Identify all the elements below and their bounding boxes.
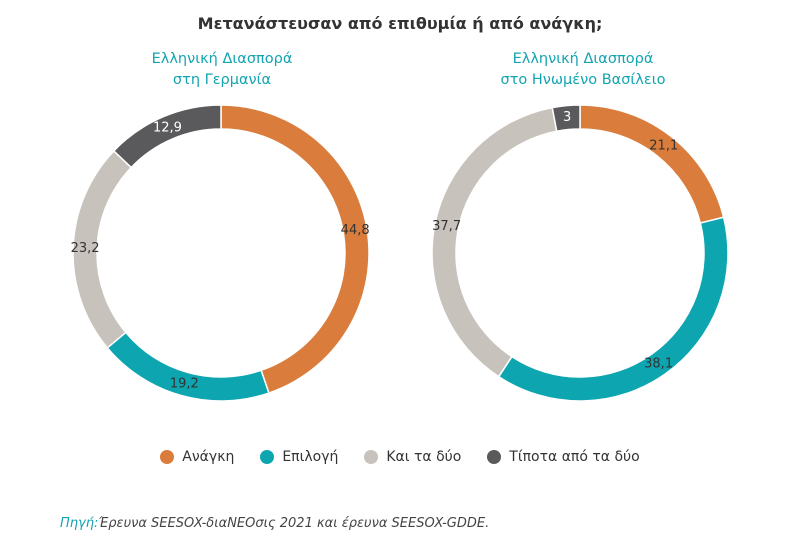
slice-uk-choice (497, 216, 729, 402)
subtitle-germany: Ελληνική Διασπορά στη Γερμανία (72, 49, 372, 91)
data-label-uk-both: 37,7 (432, 219, 461, 234)
subtitle-uk: Ελληνική Διασπορά στο Ηνωμένο Βασίλειο (433, 49, 733, 91)
legend-label-necessity: Ανάγκη (182, 449, 235, 465)
data-label-germany-neither: 12,9 (153, 120, 182, 135)
donut-uk: 21,1 38,1 37,7 3 (431, 104, 729, 402)
slice-uk-both (431, 106, 558, 378)
data-label-uk-choice: 38,1 (644, 356, 673, 371)
subtitle-uk-line2: στο Ηνωμένο Βασίλειο (500, 72, 666, 88)
legend-swatch-choice (260, 450, 275, 464)
subtitle-uk-line1: Ελληνική Διασπορά (512, 51, 654, 67)
source-text: Έρευνα SEESOX-διαNEOσις 2021 και έρευνα … (98, 516, 490, 531)
legend-item-neither: Τίποτα από τα δύο (487, 449, 640, 465)
data-label-germany-both: 23,2 (71, 241, 100, 256)
legend-swatch-both (364, 450, 379, 464)
chart-title: Μετανάστευσαν από επιθυμία ή από ανάγκη; (197, 14, 603, 33)
source-note: Πηγή:Έρευνα SEESOX-διαNEOσις 2021 και έρ… (60, 516, 489, 531)
legend: Ανάγκη Επιλογή Και τα δύο Τίποτα από τα … (0, 449, 800, 465)
subtitle-germany-line1: Ελληνική Διασπορά (151, 51, 293, 67)
donut-germany: 44,8 19,2 23,2 12,9 (71, 104, 370, 402)
data-label-germany-choice: 19,2 (170, 376, 199, 391)
data-label-uk-neither: 3 (563, 110, 571, 125)
legend-label-neither: Τίποτα από τα δύο (509, 449, 640, 465)
legend-label-both: Και τα δύο (386, 449, 462, 465)
legend-swatch-neither (487, 450, 502, 464)
data-label-uk-necessity: 21,1 (649, 138, 678, 153)
legend-item-necessity: Ανάγκη (160, 449, 234, 465)
subtitle-germany-line2: στη Γερμανία (172, 72, 272, 88)
slice-uk-neither (551, 104, 581, 133)
slice-uk-necessity (579, 104, 725, 224)
legend-label-choice: Επιλογή (282, 449, 339, 465)
data-label-germany-necessity: 44,8 (341, 223, 370, 238)
source-label: Πηγή: (60, 516, 99, 531)
slice-germany-necessity (220, 104, 370, 394)
legend-item-choice: Επιλογή (260, 449, 338, 465)
legend-swatch-necessity (160, 450, 175, 464)
donut-charts: 44,8 19,2 23,2 12,9 21,1 38,1 37,7 3 (71, 104, 729, 402)
legend-item-both: Και τα δύο (364, 449, 461, 465)
slice-germany-neither (112, 104, 222, 169)
